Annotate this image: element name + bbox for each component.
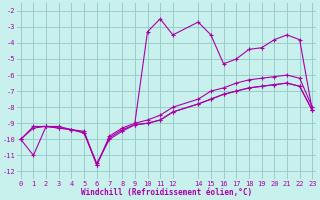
X-axis label: Windchill (Refroidissement éolien,°C): Windchill (Refroidissement éolien,°C) (81, 188, 252, 197)
